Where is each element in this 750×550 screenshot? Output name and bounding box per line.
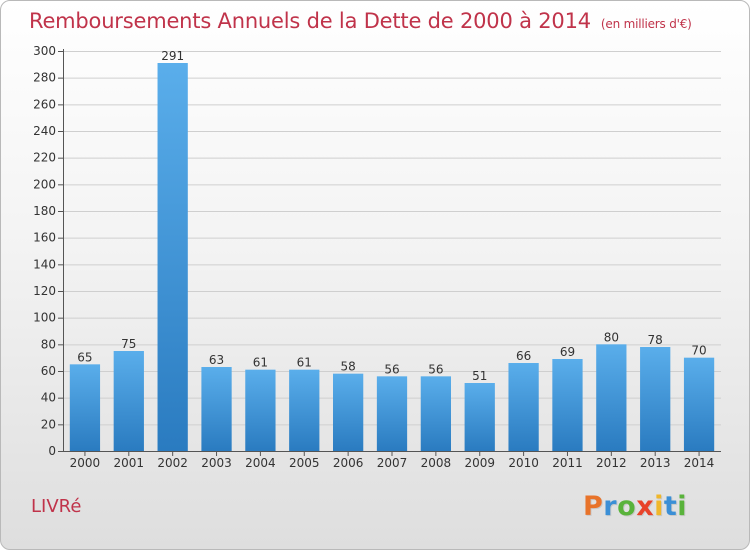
bar — [201, 367, 232, 451]
x-tick-label: 2003 — [201, 456, 232, 470]
bar — [508, 363, 539, 451]
bar — [552, 359, 583, 451]
y-tick-label: 260 — [33, 97, 56, 111]
value-label: 58 — [340, 360, 355, 374]
brand-letter: x — [636, 491, 655, 522]
brand-letter: r — [603, 491, 618, 522]
brand-logo: Proxiti — [583, 491, 687, 522]
value-label: 291 — [161, 49, 184, 63]
value-label: 80 — [604, 330, 619, 344]
brand-letter: i — [654, 491, 664, 522]
value-label: 63 — [209, 353, 224, 367]
bar — [376, 376, 408, 451]
x-tick-label: 2008 — [421, 456, 452, 470]
bar — [683, 357, 715, 451]
x-tick-label: 2004 — [245, 456, 276, 470]
y-tick-label: 20 — [41, 417, 56, 431]
value-label: 69 — [560, 345, 575, 359]
y-tick-label: 120 — [33, 284, 56, 298]
brand-letter: o — [617, 491, 637, 522]
y-tick-label: 140 — [33, 257, 56, 271]
x-tick-label: 2006 — [333, 456, 364, 470]
brand-letter: i — [677, 491, 688, 522]
x-tick-label: 2002 — [157, 456, 188, 470]
x-tick-label: 2009 — [464, 456, 495, 470]
value-label: 66 — [516, 349, 531, 363]
x-tick-label: 2001 — [114, 456, 145, 470]
value-label: 56 — [428, 362, 443, 376]
bar — [332, 373, 364, 451]
value-label: 61 — [297, 356, 312, 370]
bar — [640, 347, 671, 451]
bar — [420, 376, 452, 451]
brand-letter: P — [583, 491, 604, 522]
y-tick-label: 240 — [33, 124, 56, 138]
bar-layer — [69, 63, 715, 451]
unit-text: (en milliers d'€) — [600, 17, 692, 31]
x-tick-label: 2000 — [70, 456, 101, 470]
brand-letter: t — [663, 491, 678, 522]
y-tick-label: 300 — [33, 44, 56, 58]
x-tick-label: 2014 — [684, 456, 715, 470]
axis-layer: 0 20 40 60 80 100 120 140 160 180 200 220 240 260 280 3… — [33, 44, 721, 470]
value-label: 65 — [77, 350, 92, 364]
y-tick-label: 80 — [41, 337, 56, 351]
y-tick-label: 60 — [41, 364, 56, 378]
bar — [245, 369, 276, 451]
y-tick-label: 180 — [33, 204, 56, 218]
title-text: Remboursements Annuels de la Dette de 20… — [29, 9, 591, 33]
y-tick-label: 280 — [33, 71, 56, 85]
value-label: 61 — [253, 356, 268, 370]
y-tick-label: 0 — [48, 444, 56, 458]
bar — [289, 369, 320, 451]
value-label: 78 — [648, 333, 663, 347]
bar — [464, 383, 495, 451]
y-tick-label: 40 — [41, 391, 56, 405]
y-tick-label: 220 — [33, 151, 56, 165]
bar — [113, 351, 144, 451]
y-tick-label: 160 — [33, 231, 56, 245]
x-tick-label: 2005 — [289, 456, 320, 470]
value-label: 70 — [691, 344, 706, 358]
commune-name: LIVRé — [31, 496, 82, 517]
chart-title: Remboursements Annuels de la Dette de 20… — [29, 9, 692, 33]
y-tick-label: 100 — [33, 311, 56, 325]
value-label: 75 — [121, 337, 136, 351]
x-tick-label: 2010 — [508, 456, 539, 470]
x-tick-label: 2011 — [552, 456, 583, 470]
y-tick-label: 200 — [33, 177, 56, 191]
x-tick-label: 2007 — [377, 456, 408, 470]
value-label: 51 — [472, 369, 487, 383]
bar — [69, 364, 101, 451]
label-layer: 65 75 291 63 61 61 58 56 56 51 66 69 80 78 70 — [77, 49, 706, 383]
x-tick-label: 2013 — [640, 456, 671, 470]
x-tick-label: 2012 — [596, 456, 627, 470]
bar — [596, 344, 627, 451]
bar — [157, 63, 188, 451]
value-label: 56 — [384, 362, 399, 376]
